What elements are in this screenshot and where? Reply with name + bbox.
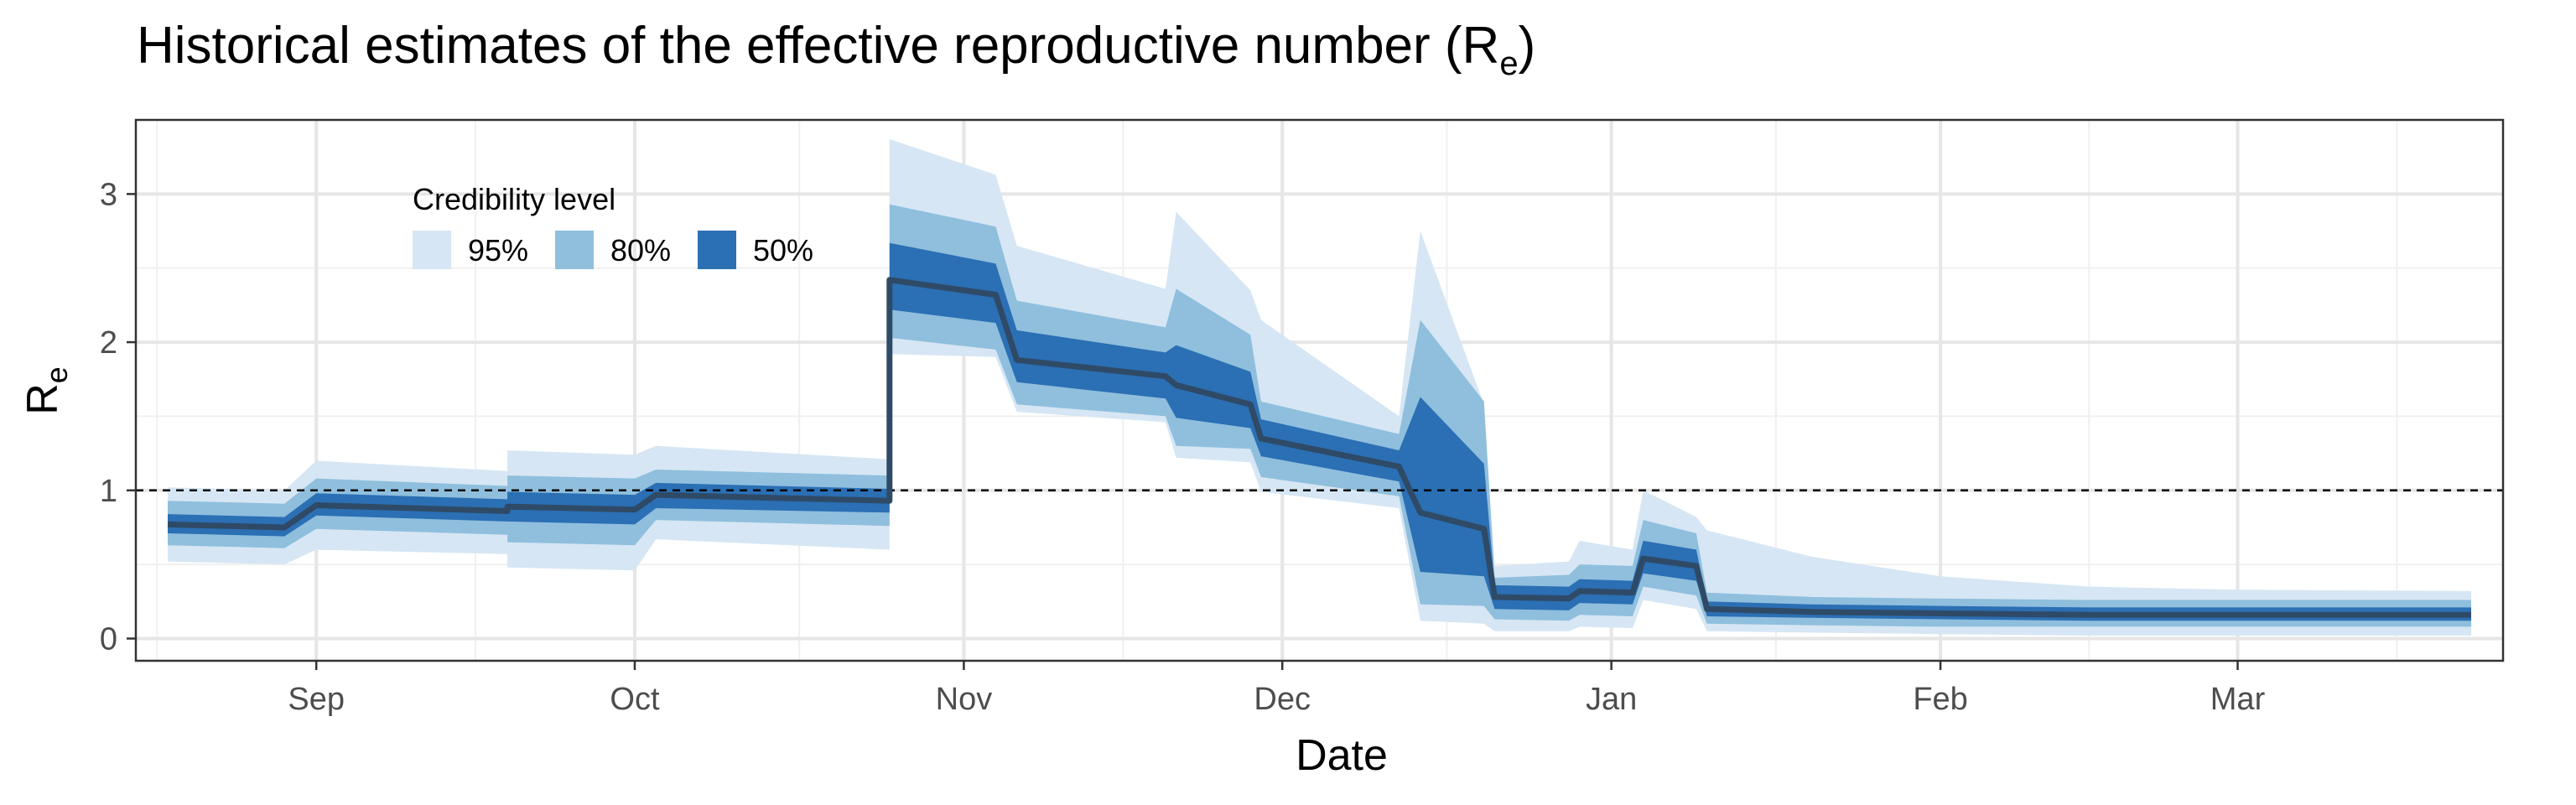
legend-title: Credibility level [413, 182, 615, 216]
legend-label-95: 95% [468, 233, 528, 267]
chart-title-end: ) [1519, 17, 1536, 75]
legend-swatch-95 [413, 231, 451, 269]
x-axis-label: Date [1296, 731, 1388, 780]
chart-title-main: Historical estimates of the effective re… [137, 17, 1499, 75]
legend-swatch-50 [698, 231, 736, 269]
x-tick-label: Jan [1586, 682, 1637, 717]
median-line [167, 277, 2471, 618]
band-80 [168, 204, 2471, 627]
y-axis-label: Re [18, 366, 74, 415]
legend-label-80: 80% [610, 233, 671, 267]
legend-swatch-80 [555, 231, 594, 269]
y-tick-label: 1 [100, 474, 117, 509]
y-tick-label: 3 [100, 177, 117, 212]
y-axis-label-subscript: e [39, 366, 74, 383]
x-axis: Sep Oct Nov Dec Jan Feb Mar [288, 661, 2266, 717]
plot-area [134, 118, 2505, 662]
x-tick-label: Dec [1254, 682, 1311, 717]
x-tick-label: Nov [936, 682, 993, 717]
y-tick-label: 0 [100, 621, 117, 657]
plot-border [134, 118, 2505, 662]
x-tick-label: Mar [2210, 682, 2266, 717]
legend: Credibility level 95% 80% 50% [413, 182, 813, 269]
y-axis: 0 1 2 3 [100, 177, 136, 657]
x-tick-label: Oct [610, 682, 660, 717]
x-tick-label: Sep [288, 682, 345, 717]
chart-title-subscript: e [1499, 45, 1518, 82]
y-axis-label-main: R [18, 383, 67, 415]
x-tick-label: Feb [1913, 682, 1967, 717]
median-line-group [167, 277, 2471, 618]
chart-title: Historical estimates of the effective re… [137, 17, 1535, 82]
legend-label-50: 50% [753, 233, 813, 267]
y-tick-label: 2 [100, 325, 117, 361]
credibility-bands [168, 139, 2471, 636]
